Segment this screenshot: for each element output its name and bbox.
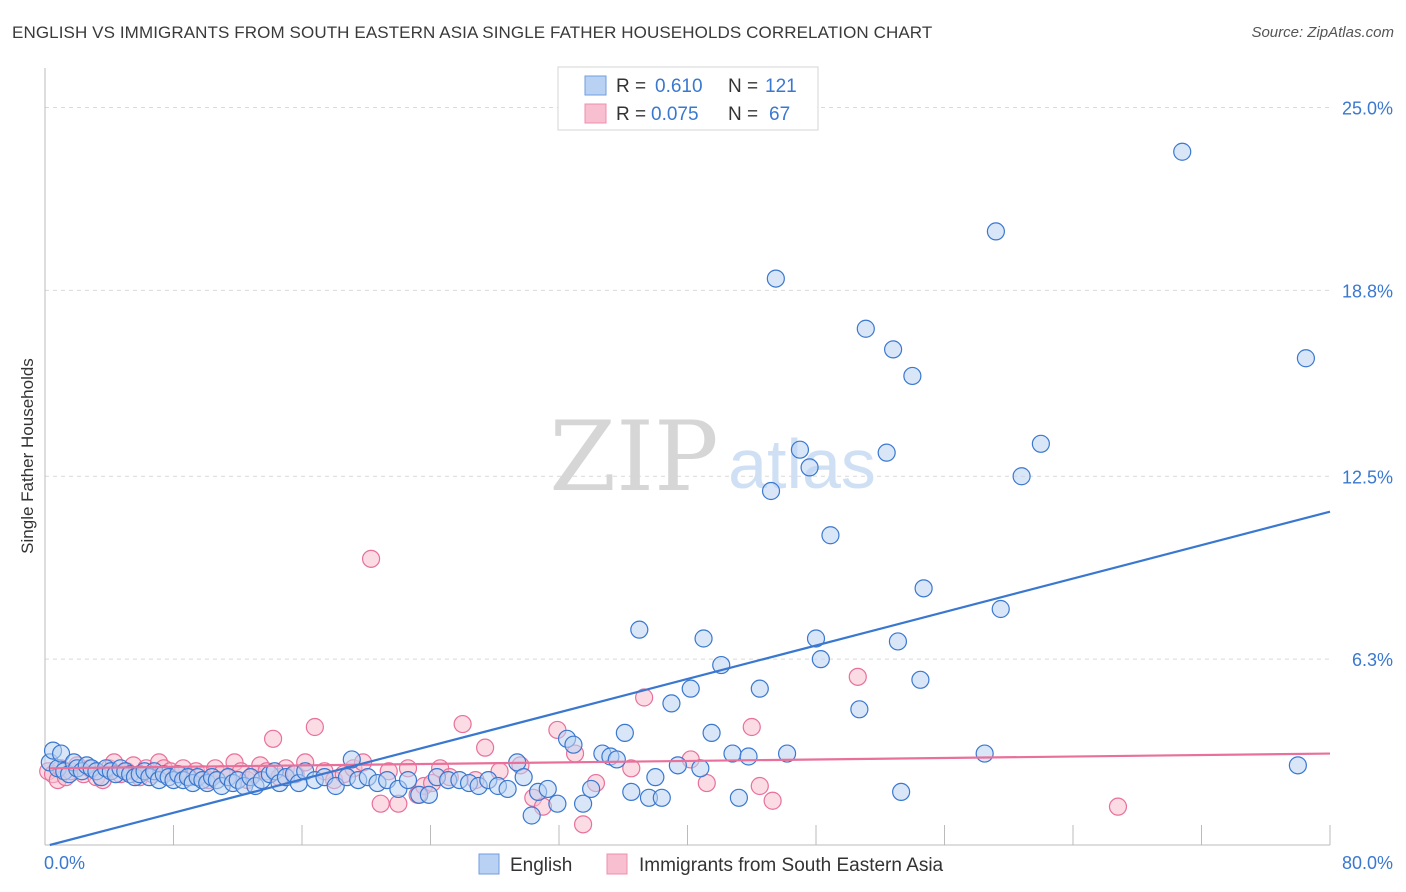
y-tick-label: 25.0%	[1342, 99, 1393, 119]
point-immigrants	[763, 791, 782, 810]
y-tick-label: 18.8%	[1342, 281, 1393, 301]
point-english	[564, 735, 583, 754]
point-english	[646, 768, 665, 787]
point-english	[668, 756, 687, 775]
point-immigrants	[305, 717, 324, 737]
stats-n-label-immigrants: N =	[728, 104, 758, 125]
point-english	[652, 788, 671, 807]
stats-r-value-english: 0.610	[655, 76, 703, 97]
trendline-immigrants	[49, 752, 1331, 770]
point-english	[911, 670, 930, 689]
point-immigrants	[573, 815, 593, 834]
legend-label-english: English	[510, 855, 572, 876]
point-english	[877, 443, 896, 462]
point-english	[800, 458, 819, 477]
point-english	[991, 599, 1010, 619]
axes	[44, 68, 1331, 846]
legend-swatch-english	[478, 853, 500, 875]
point-immigrants	[635, 688, 654, 707]
point-english	[398, 770, 418, 790]
legend-swatch-immigrants	[606, 853, 628, 875]
point-english	[903, 366, 922, 386]
point-immigrants	[361, 549, 381, 568]
point-english	[694, 629, 713, 648]
chart-title: ENGLISH VS IMMIGRANTS FROM SOUTH EASTERN…	[12, 23, 933, 42]
point-english	[615, 723, 634, 743]
stats-r-value-immigrants: 0.075	[651, 104, 699, 125]
point-english	[538, 779, 557, 799]
legend-label-immigrants: Immigrants from South Eastern Asia	[639, 855, 944, 876]
point-english	[681, 679, 700, 698]
point-english	[522, 806, 541, 825]
stats-legend: R = 0.610 N = 121 R = 0.075 N = 67	[557, 66, 819, 131]
point-immigrants	[371, 794, 390, 813]
point-immigrants	[263, 729, 283, 748]
trendline-english	[49, 510, 1331, 847]
point-english	[856, 319, 875, 338]
stats-swatch-immigrants	[584, 103, 607, 124]
point-english	[914, 579, 933, 598]
point-english	[1288, 756, 1307, 775]
point-english	[766, 269, 785, 288]
point-immigrants	[622, 759, 641, 778]
stats-n-label-english: N =	[728, 76, 758, 97]
stats-r-label-immigrants: R =	[616, 104, 646, 125]
point-english	[498, 779, 517, 799]
point-english	[1296, 349, 1316, 368]
x-tick-label-max: 80.0%	[1342, 853, 1393, 873]
point-english	[548, 794, 567, 813]
stats-n-value-english: 121	[765, 76, 797, 97]
point-immigrants	[750, 776, 769, 796]
point-english	[888, 632, 908, 651]
grid-lines	[45, 107, 1330, 660]
stats-r-label-english: R =	[616, 76, 646, 97]
stats-swatch-english	[584, 75, 607, 96]
point-english	[622, 782, 641, 802]
point-english	[750, 679, 769, 698]
point-english	[761, 481, 781, 501]
bottom-legend: English Immigrants from South Eastern As…	[478, 853, 944, 876]
point-english	[419, 785, 438, 804]
point-english	[790, 440, 810, 459]
point-english	[986, 222, 1006, 241]
point-english	[892, 782, 911, 802]
point-english	[691, 759, 710, 778]
x-tick-label-min: 0.0%	[44, 853, 85, 873]
point-immigrants	[742, 717, 761, 737]
point-english	[821, 526, 840, 545]
point-english	[702, 723, 721, 743]
point-immigrants	[453, 714, 472, 734]
point-english	[883, 340, 903, 359]
point-english	[1012, 467, 1031, 486]
point-english	[1031, 434, 1050, 453]
point-english	[811, 650, 830, 669]
point-english	[1173, 142, 1192, 161]
watermark-zip: ZIP	[549, 401, 718, 513]
point-english	[662, 694, 681, 713]
point-english	[51, 744, 71, 763]
stats-n-value-immigrants: 67	[769, 104, 790, 125]
point-english	[777, 744, 797, 763]
tick-labels: 6.3% 12.5% 18.8% 25.0% 0.0% 80.0%	[44, 99, 1393, 874]
point-english	[975, 744, 994, 763]
y-tick-label: 12.5%	[1342, 467, 1393, 487]
point-english	[850, 700, 869, 719]
point-english	[573, 794, 593, 813]
y-tick-label: 6.3%	[1352, 650, 1393, 670]
point-immigrants	[848, 667, 867, 686]
watermark: ZIP atlas	[549, 401, 876, 513]
point-immigrants	[476, 738, 495, 757]
trend-lines	[49, 510, 1331, 847]
point-english	[514, 768, 533, 787]
point-english	[729, 788, 749, 807]
point-english	[739, 747, 758, 766]
source-label: Source: ZipAtlas.com	[1251, 24, 1394, 41]
point-english	[582, 779, 601, 799]
point-english	[630, 620, 649, 639]
point-english	[607, 750, 626, 769]
point-english	[806, 629, 826, 648]
point-immigrants	[1108, 797, 1128, 816]
